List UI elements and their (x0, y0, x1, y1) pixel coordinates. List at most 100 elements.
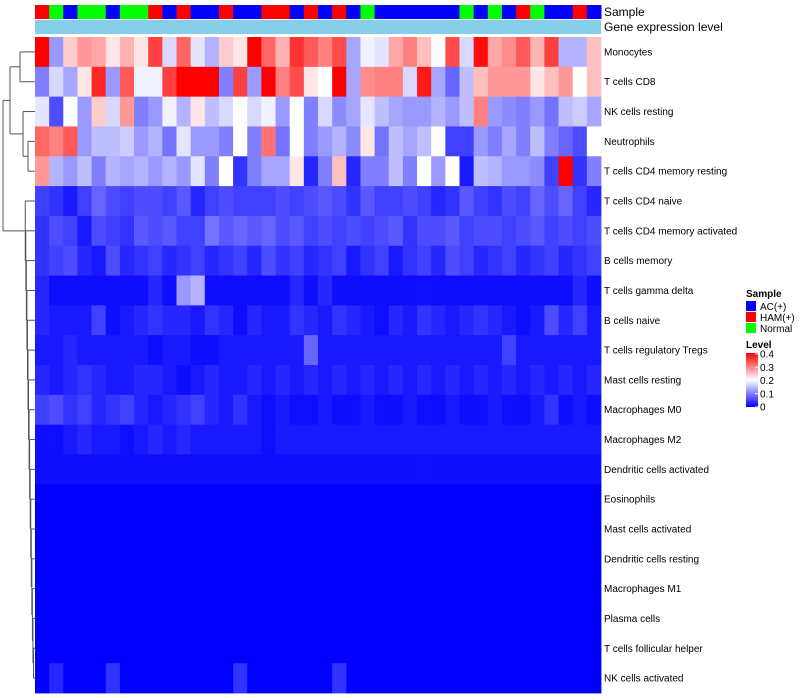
heatmap-cell (289, 573, 305, 604)
heatmap-cell (105, 96, 121, 127)
heatmap-cell (63, 245, 78, 276)
heatmap-cell (374, 37, 390, 68)
heatmap-cell (49, 335, 64, 366)
heatmap-cell (91, 424, 107, 455)
heatmap-cell (63, 663, 78, 694)
heatmap-cell (63, 543, 78, 575)
heatmap-cell (487, 663, 503, 694)
heatmap-cell (544, 365, 559, 396)
heatmap-cell (332, 275, 347, 306)
heatmap-cell (318, 573, 333, 604)
heatmap-cell (162, 126, 177, 157)
heatmap-cell (162, 454, 177, 485)
heatmap-cell (558, 573, 574, 604)
heatmap-cell (459, 245, 475, 276)
heatmap-cell (35, 215, 50, 247)
heatmap-cell (91, 335, 107, 366)
heatmap-cell (148, 186, 163, 217)
heatmap-cell (119, 543, 135, 575)
heatmap-cell (233, 37, 248, 68)
heatmap-cell (318, 454, 333, 485)
sample-annotation-cell (77, 5, 93, 19)
heatmap-cell (318, 514, 333, 545)
heatmap-cell (91, 37, 107, 68)
heatmap-cell (176, 633, 192, 664)
heatmap-cell (148, 365, 163, 396)
legend-level-title: Level (746, 340, 772, 351)
heatmap-cell (586, 663, 602, 694)
heatmap-cell (148, 156, 163, 187)
heatmap-cell (233, 484, 248, 515)
heatmap-cell (176, 37, 192, 68)
heatmap-cell (134, 186, 149, 217)
heatmap-cell (544, 37, 559, 68)
heatmap-cell (402, 573, 418, 604)
heatmap-cell (417, 305, 432, 336)
legend-swatch (746, 312, 756, 322)
heatmap-cell (148, 394, 163, 426)
heatmap-cell (119, 245, 135, 276)
heatmap-cell (346, 126, 361, 157)
sample-annotation-cell (289, 5, 305, 19)
heatmap-cell (402, 424, 418, 455)
heatmap-cell (49, 365, 64, 396)
heatmap-cell (247, 275, 262, 306)
heatmap-cell (459, 156, 475, 187)
heatmap-cell (346, 186, 361, 217)
heatmap-cell (402, 663, 418, 694)
heatmap-cell (459, 365, 475, 396)
heatmap-cell (417, 335, 432, 366)
heatmap-cell (148, 543, 163, 575)
heatmap-cell (148, 514, 163, 545)
heatmap-cell (558, 394, 574, 426)
heatmap-cell (473, 394, 489, 426)
heatmap-cell (473, 66, 489, 98)
heatmap-cell (289, 633, 305, 664)
heatmap-cell (190, 365, 206, 396)
heatmap-cell (402, 454, 418, 485)
heatmap-cell (162, 96, 177, 127)
heatmap-cell (261, 394, 276, 426)
heatmap-cell (544, 454, 559, 485)
heatmap-cell (445, 335, 460, 366)
heatmap-cell (247, 305, 262, 336)
heatmap-cell (119, 37, 135, 68)
heatmap-cell (63, 96, 78, 127)
sample-annotation-cell (360, 5, 376, 19)
heatmap-cell (105, 454, 121, 485)
sample-annotation-cell (275, 5, 291, 19)
heatmap-cell (501, 37, 517, 68)
heatmap-cell (218, 543, 234, 575)
heatmap-cell (374, 424, 390, 455)
heatmap-cell (303, 215, 319, 247)
heatmap-cell (275, 37, 291, 68)
heatmap-cell (516, 543, 531, 575)
heatmap-cell (105, 215, 121, 247)
heatmap-cell (49, 484, 64, 515)
heatmap-cell (148, 603, 163, 634)
heatmap-cell (530, 275, 545, 306)
heatmap-cell (417, 215, 432, 247)
row-label: Macrophages M0 (604, 405, 682, 416)
heatmap-cell (275, 335, 291, 366)
heatmap-cell (105, 603, 121, 634)
heatmap-cell (204, 573, 220, 604)
heatmap-cell (134, 633, 149, 664)
heatmap-cell (77, 186, 92, 217)
heatmap-cell (374, 573, 390, 604)
heatmap-cell (275, 215, 291, 247)
heatmap-cell (303, 37, 319, 68)
level-tick-label: 0.4 (760, 350, 774, 361)
heatmap-cell (218, 394, 234, 426)
heatmap-cell (162, 424, 177, 455)
heatmap-cell (530, 573, 545, 604)
heatmap-cell (388, 633, 404, 664)
heatmap-cell (162, 663, 177, 694)
heatmap-cell (261, 603, 276, 634)
heatmap-cell (49, 156, 64, 187)
heatmap-cell (318, 126, 333, 157)
heatmap-cell (402, 305, 418, 336)
heatmap-cell (303, 603, 319, 634)
heatmap-cell (572, 484, 588, 515)
heatmap-cell (247, 335, 262, 366)
